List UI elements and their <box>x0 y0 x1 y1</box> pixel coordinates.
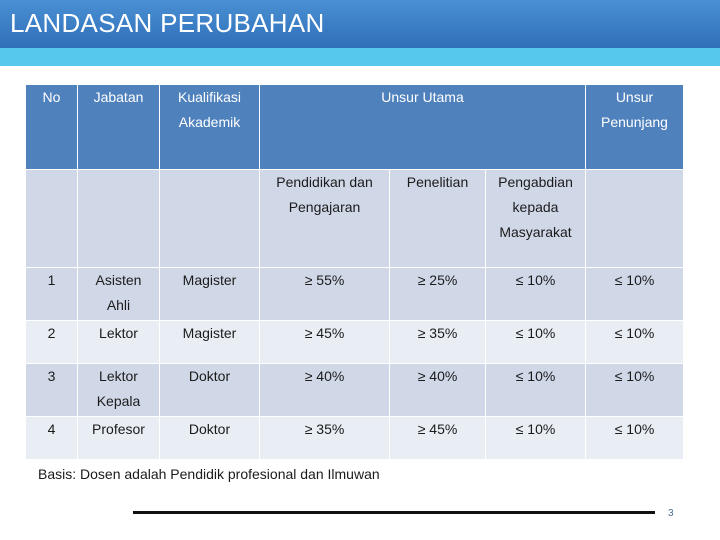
competency-table: No Jabatan Kualifikasi Akademik Unsur Ut… <box>25 84 684 460</box>
title-bar: LANDASAN PERUBAHAN <box>0 0 720 48</box>
header-kualifikasi: Kualifikasi Akademik <box>159 84 260 170</box>
cell-jabatan: Lektor <box>77 320 160 364</box>
header-no: No <box>25 84 78 170</box>
cell-jabatan: Profesor <box>77 416 160 460</box>
cell-kualifikasi: Doktor <box>159 363 260 417</box>
cell-penunjang: ≤ 10% <box>585 267 684 321</box>
table-subheader-row: Pendidikan dan Pengajaran Penelitian Pen… <box>25 169 684 268</box>
cell-penunjang: ≤ 10% <box>585 416 684 460</box>
table-row: 3 Lektor Kepala Doktor ≥ 40% ≥ 40% ≤ 10%… <box>25 363 684 417</box>
cell-pengabdian: ≤ 10% <box>485 267 586 321</box>
table-header-row: No Jabatan Kualifikasi Akademik Unsur Ut… <box>25 84 684 170</box>
page-number: 3 <box>668 508 674 519</box>
slide-title: LANDASAN PERUBAHAN <box>10 8 325 38</box>
cell-penelitian: ≥ 25% <box>389 267 486 321</box>
cell-kualifikasi: Doktor <box>159 416 260 460</box>
table-row: 4 Profesor Doktor ≥ 35% ≥ 45% ≤ 10% ≤ 10… <box>25 416 684 460</box>
cell-no: 2 <box>25 320 78 364</box>
cell-penelitian: ≥ 40% <box>389 363 486 417</box>
table-row: 2 Lektor Magister ≥ 45% ≥ 35% ≤ 10% ≤ 10… <box>25 320 684 364</box>
cell-no: 3 <box>25 363 78 417</box>
subheader-penelitian: Penelitian <box>389 169 486 268</box>
cell-kualifikasi: Magister <box>159 320 260 364</box>
cell-no: 1 <box>25 267 78 321</box>
cell-pendidikan: ≥ 45% <box>259 320 390 364</box>
cell-no: 4 <box>25 416 78 460</box>
cell-kualifikasi: Magister <box>159 267 260 321</box>
cell-pengabdian: ≤ 10% <box>485 416 586 460</box>
cell-jabatan: Lektor Kepala <box>77 363 160 417</box>
footnote: Basis: Dosen adalah Pendidik profesional… <box>38 466 380 482</box>
subheader-empty-no <box>25 169 78 268</box>
cell-penelitian: ≥ 35% <box>389 320 486 364</box>
footer-divider <box>133 511 655 514</box>
cell-jabatan: Asisten Ahli <box>77 267 160 321</box>
cell-pendidikan: ≥ 35% <box>259 416 390 460</box>
cell-penunjang: ≤ 10% <box>585 320 684 364</box>
cell-penelitian: ≥ 45% <box>389 416 486 460</box>
table-row: 1 Asisten Ahli Magister ≥ 55% ≥ 25% ≤ 10… <box>25 267 684 321</box>
header-jabatan: Jabatan <box>77 84 160 170</box>
subheader-empty-penunjang <box>585 169 684 268</box>
header-unsur-penunjang: Unsur Penunjang <box>585 84 684 170</box>
subheader-pendidikan: Pendidikan dan Pengajaran <box>259 169 390 268</box>
cell-pendidikan: ≥ 40% <box>259 363 390 417</box>
title-accent-stripe <box>0 48 720 66</box>
cell-pendidikan: ≥ 55% <box>259 267 390 321</box>
cell-pengabdian: ≤ 10% <box>485 363 586 417</box>
subheader-pengabdian: Pengabdian kepada Masyarakat <box>485 169 586 268</box>
cell-pengabdian: ≤ 10% <box>485 320 586 364</box>
cell-penunjang: ≤ 10% <box>585 363 684 417</box>
subheader-empty-kualifikasi <box>159 169 260 268</box>
subheader-empty-jabatan <box>77 169 160 268</box>
header-unsur-utama: Unsur Utama <box>259 84 586 170</box>
